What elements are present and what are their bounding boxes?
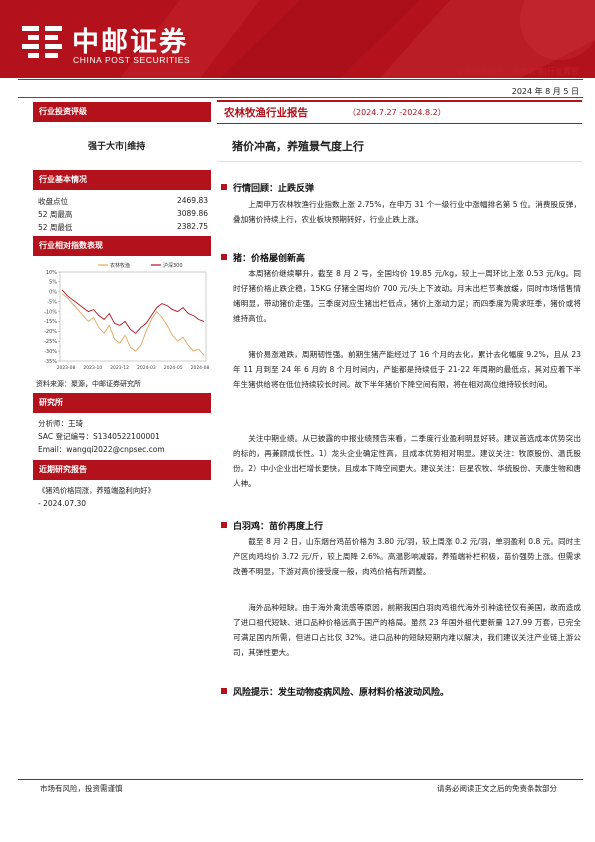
- brand-name-en: CHINA POST SECURITIES: [73, 55, 191, 65]
- relative-index-chart: 10% 5% 0% -5% -10% -15% -20% -25% -30% -35%2023-0…: [44, 262, 210, 371]
- report-type: 证券研究报告：农林牧渔|行业周报: [456, 67, 579, 76]
- report-range: （2024.7.27 -2024.8.2）: [348, 108, 446, 117]
- y-tick-label: 0%: [49, 290, 57, 296]
- analyst-name: 分析师：王琦: [38, 419, 83, 428]
- page-title: 农林牧渔行业报告: [224, 107, 308, 119]
- recent-report-date: - 2024.07.30: [38, 499, 87, 508]
- footer-divider: [18, 779, 583, 780]
- chart-heading: 行业相对指数表现: [33, 236, 211, 256]
- y-tick-label: -10%: [44, 309, 57, 315]
- analyst-heading: 研究所: [33, 393, 211, 413]
- paragraph: 本周猪价继续攀升，截至 8 月 2 号，全国均价 19.85 元/kg，较上一周…: [233, 269, 581, 324]
- basics-value: 2469.83: [176, 196, 208, 205]
- header-divider: [18, 79, 583, 80]
- recent-report-title[interactable]: 《猪鸡价格同涨，养殖端盈利向好》: [38, 486, 155, 495]
- footer-notice: 请务必阅读正文之后的免责条款部分: [437, 784, 557, 793]
- paragraph: 关注中期业绩。从已披露的中报业绩预告来看，二季度行业盈利明显好转。建议首选成本优…: [233, 434, 581, 489]
- basics-label: 52 周最低: [38, 223, 73, 232]
- paragraph: 海外品种短缺。由于海外禽流感等原因，前期我国白羽肉鸡祖代海外引种途径仅有美国，故…: [233, 603, 581, 658]
- banner-decoration: [120, 0, 595, 78]
- basics-row: 52 周最低 2382.75: [38, 222, 208, 233]
- basics-row: 收盘点位 2469.83: [38, 196, 208, 207]
- basics-value: 2382.75: [176, 222, 208, 231]
- series-line-agriculture: [61, 293, 205, 356]
- brand-name-cn: 中邮证券: [72, 27, 188, 58]
- legend-label: 沪深300: [163, 262, 183, 269]
- section-heading-market: 行情回顾：止跌反弹: [220, 181, 314, 194]
- section-heading-hog: 猪：价格屡创新高: [220, 251, 305, 264]
- rating-heading: 行业投资评级: [33, 102, 211, 122]
- china-post-logo-icon: [22, 26, 62, 58]
- basics-heading: 行业基本情况: [33, 170, 211, 190]
- header-banner: 中邮证券 CHINA POST SECURITIES: [0, 0, 595, 78]
- subtitle-divider: [217, 161, 582, 162]
- report-date: 2024 年 8 月 5 日: [511, 87, 579, 96]
- series-line-csi300: [61, 289, 205, 334]
- rating-value: 强于大市|维持: [88, 142, 146, 152]
- y-tick-label: -15%: [44, 319, 57, 325]
- x-tick-label: 2024-05: [164, 365, 183, 371]
- paragraph: 猪价易涨难跌，周期韧性强。前期生猪产能经过了 16 个月的去化，累计去化幅度 9…: [233, 350, 581, 390]
- basics-row: 52 周最高 3089.86: [38, 209, 208, 220]
- y-tick-label: -25%: [44, 339, 57, 345]
- analyst-email: Email：wangqi2022@cnpsec.com: [38, 445, 165, 454]
- y-tick-label: 5%: [49, 280, 57, 286]
- section-heading-broiler: 白羽鸡：苗价再度上行: [220, 519, 323, 532]
- y-tick-label: -5%: [47, 299, 57, 305]
- paragraph: 上周申万农林牧渔行业指数上涨 2.75%，在申万 31 个一级行业中涨幅排名第 …: [233, 200, 581, 225]
- risk-warning: 风险提示：发生动物疫病风险、原材料价格波动风险。: [220, 685, 449, 698]
- y-tick-label: -20%: [44, 329, 57, 335]
- chart-frame: [59, 271, 207, 362]
- page-subtitle: 猪价冲高，养殖景气度上行: [232, 140, 364, 153]
- main-title-bar: [217, 100, 582, 124]
- paragraph: 截至 8 月 2 日，山东烟台鸡苗价格为 3.80 元/羽，较上周涨 0.2 元…: [233, 537, 581, 577]
- y-tick-label: 10%: [46, 270, 57, 276]
- basics-value: 3089.86: [176, 209, 208, 218]
- y-tick-label: -30%: [44, 349, 57, 355]
- x-tick-label: 2023-08: [57, 365, 76, 371]
- x-tick-label: 2023-12: [110, 365, 129, 371]
- basics-label: 收盘点位: [38, 197, 68, 206]
- legend-label: 农林牧渔: [110, 262, 130, 269]
- x-tick-label: 2023-10: [83, 365, 102, 371]
- x-tick-label: 2024-03: [137, 365, 156, 371]
- date-divider: [18, 97, 583, 98]
- chart-source: 资料来源：聚源，中邮证券研究所: [36, 380, 141, 388]
- footer-disclaimer: 市场有风险，投资需谨慎: [40, 784, 123, 793]
- x-tick-label: 2024-08: [191, 365, 210, 371]
- y-tick-label: -35%: [44, 359, 57, 365]
- recent-heading: 近期研究报告: [33, 460, 211, 480]
- basics-label: 52 周最高: [38, 210, 73, 219]
- analyst-sac: SAC 登记编号：S1340522100001: [38, 432, 160, 441]
